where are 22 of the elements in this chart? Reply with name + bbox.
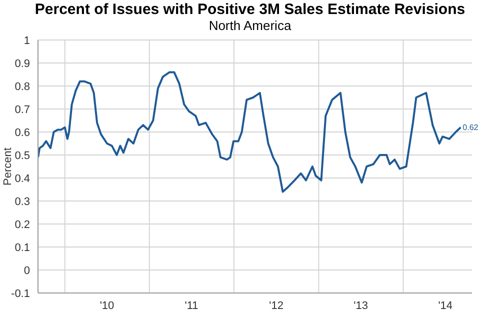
x-tick-label: '10 bbox=[100, 300, 114, 311]
y-tick-label: 1 bbox=[24, 34, 30, 47]
y-tick-label: -0.1 bbox=[11, 288, 30, 300]
x-tick-label: '14 bbox=[438, 300, 453, 311]
y-tick-label: 0.5 bbox=[14, 150, 30, 162]
x-tick-label: '12 bbox=[269, 300, 284, 311]
y-tick-label: 0.2 bbox=[14, 218, 30, 231]
y-tick-label: 0.7 bbox=[14, 104, 30, 116]
y-tick-label: 0 bbox=[24, 264, 30, 277]
y-tick-label: 0.6 bbox=[14, 126, 30, 139]
y-tick-label: 0.9 bbox=[14, 58, 30, 70]
y-tick-label: 0.8 bbox=[14, 80, 30, 93]
chart-title: Percent of Issues with Positive 3M Sales Estimate Revisions bbox=[34, 1, 466, 18]
annotation: 0.62 bbox=[462, 123, 479, 132]
x-tick-label: '11 bbox=[184, 300, 198, 311]
y-tick-label: 0.3 bbox=[14, 196, 30, 208]
line-series bbox=[38, 71, 462, 193]
y-tick-label: 0.4 bbox=[14, 172, 30, 185]
y-axis-title: Percent bbox=[2, 148, 14, 186]
chart-subtitle: North America bbox=[208, 18, 292, 33]
y-tick-label: 0.1 bbox=[14, 242, 30, 254]
x-tick-label: '13 bbox=[354, 300, 368, 311]
